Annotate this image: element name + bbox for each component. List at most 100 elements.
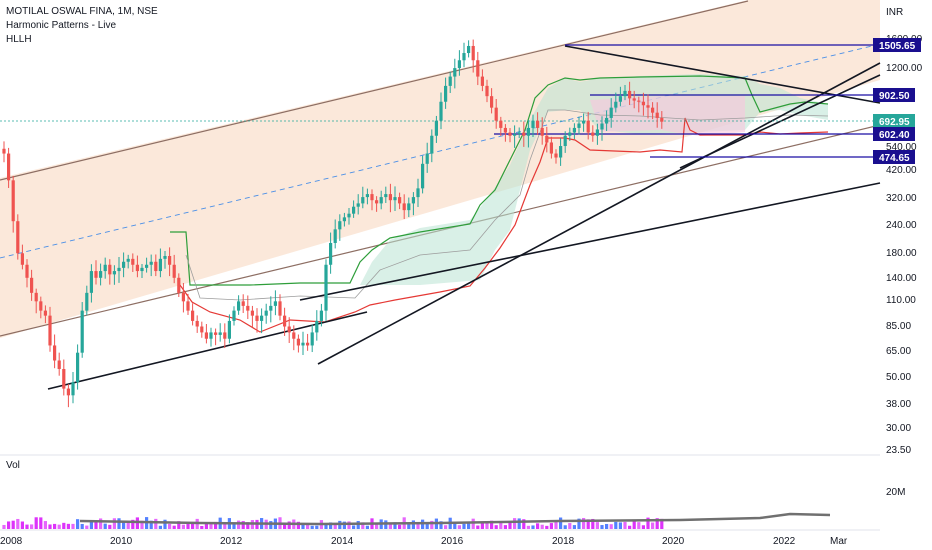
candle-body [476, 60, 480, 77]
candle-body [149, 261, 153, 265]
volume-bar [508, 522, 512, 529]
candle-body [315, 320, 319, 333]
volume-bar [168, 523, 172, 529]
candle-body [591, 132, 595, 136]
candle-body [62, 368, 66, 389]
candle-body [126, 258, 130, 262]
candle-body [237, 301, 241, 311]
candle-body [319, 310, 323, 321]
candle-body [301, 342, 305, 346]
volume-bar [540, 524, 544, 529]
candle-body [25, 264, 29, 278]
volume-bar [241, 521, 245, 529]
volume-bar [237, 520, 241, 529]
candle-body [609, 107, 613, 118]
last-price-badge-text: 692.95 [879, 117, 910, 128]
trendline-b [317, 62, 881, 365]
candle-body [651, 107, 655, 113]
volume-bar [407, 523, 411, 529]
last-price-badge[interactable] [873, 114, 915, 128]
symbol-title[interactable]: MOTILAL OSWAL FINA, 1M, NSE [6, 6, 158, 17]
volume-bar [191, 522, 195, 529]
volume-bar [595, 522, 599, 529]
indicator-harmonic[interactable]: Harmonic Patterns - Live [6, 20, 117, 31]
candle-body [402, 203, 406, 211]
candle-body [30, 277, 34, 293]
volume-bar [559, 517, 563, 529]
volume-bar [586, 519, 590, 529]
x-tick: Mar [830, 536, 848, 547]
candle-body [191, 310, 195, 321]
candle-body [218, 332, 222, 335]
candle-body [273, 301, 277, 306]
candle-body [117, 267, 121, 272]
channel-mid-line [0, 43, 881, 259]
candle-body [540, 127, 544, 136]
candle-body [135, 264, 139, 272]
volume-bar [204, 522, 208, 529]
level-badge-1505[interactable] [873, 38, 921, 52]
candle-body [356, 203, 360, 207]
candle-body [641, 101, 645, 106]
candle-body [103, 264, 107, 272]
indicator-hllh[interactable]: HLLH [6, 34, 32, 45]
cloud-line-gray [185, 109, 829, 301]
candle-body [246, 305, 250, 311]
volume-ma-line [79, 512, 831, 526]
volume-bar [480, 521, 484, 529]
volume-bar [591, 518, 595, 529]
volume-bar [154, 518, 158, 529]
y-tick: 540.00 [886, 142, 917, 153]
volume-bar [287, 521, 291, 529]
level-badge-474[interactable] [873, 150, 915, 164]
volume-bar [223, 523, 227, 529]
volume-bar [549, 523, 553, 529]
volume-bar [16, 518, 20, 529]
candle-body [655, 112, 659, 118]
candle-body [7, 153, 11, 181]
volume-bar [232, 524, 236, 529]
volume-bar [623, 521, 627, 529]
candle-body [154, 261, 158, 272]
volume-bar [545, 525, 549, 529]
volume-bar [39, 517, 43, 529]
candle-body [388, 194, 392, 201]
x-tick: 2014 [331, 536, 354, 547]
volume-label[interactable]: Vol [6, 460, 20, 471]
candle-body [241, 301, 245, 306]
candle-body [559, 146, 563, 158]
candle-body [122, 261, 126, 268]
level-badge-474-text: 474.65 [879, 153, 910, 164]
candle-body [186, 301, 190, 311]
candle-body [264, 310, 268, 316]
candles [2, 39, 664, 408]
x-tick: 2012 [220, 536, 243, 547]
volume-bar [296, 521, 300, 529]
candle-body [637, 100, 641, 102]
candle-body [416, 188, 420, 198]
volume-bar [306, 524, 310, 529]
candle-body [393, 197, 397, 201]
candle-body [623, 90, 627, 97]
level-badge-602[interactable] [873, 127, 915, 141]
level-badge-902[interactable] [873, 88, 915, 102]
candle-body [329, 242, 333, 265]
cloud-fill-pink [590, 96, 745, 136]
candle-body [365, 194, 369, 198]
volume-bar [641, 525, 645, 529]
volume-bar [361, 522, 365, 529]
candle-body [508, 132, 512, 136]
volume-bar [375, 523, 379, 529]
volume-bar [80, 523, 84, 529]
candle-body [232, 310, 236, 321]
volume-bar [577, 518, 581, 529]
volume-bar [76, 519, 80, 529]
volume-bar [499, 521, 503, 529]
volume-bar [457, 525, 461, 529]
candle-body [131, 258, 135, 265]
candle-body [168, 256, 172, 265]
x-tick: 2016 [441, 536, 464, 547]
candle-body [614, 101, 618, 108]
candle-body [425, 153, 429, 164]
